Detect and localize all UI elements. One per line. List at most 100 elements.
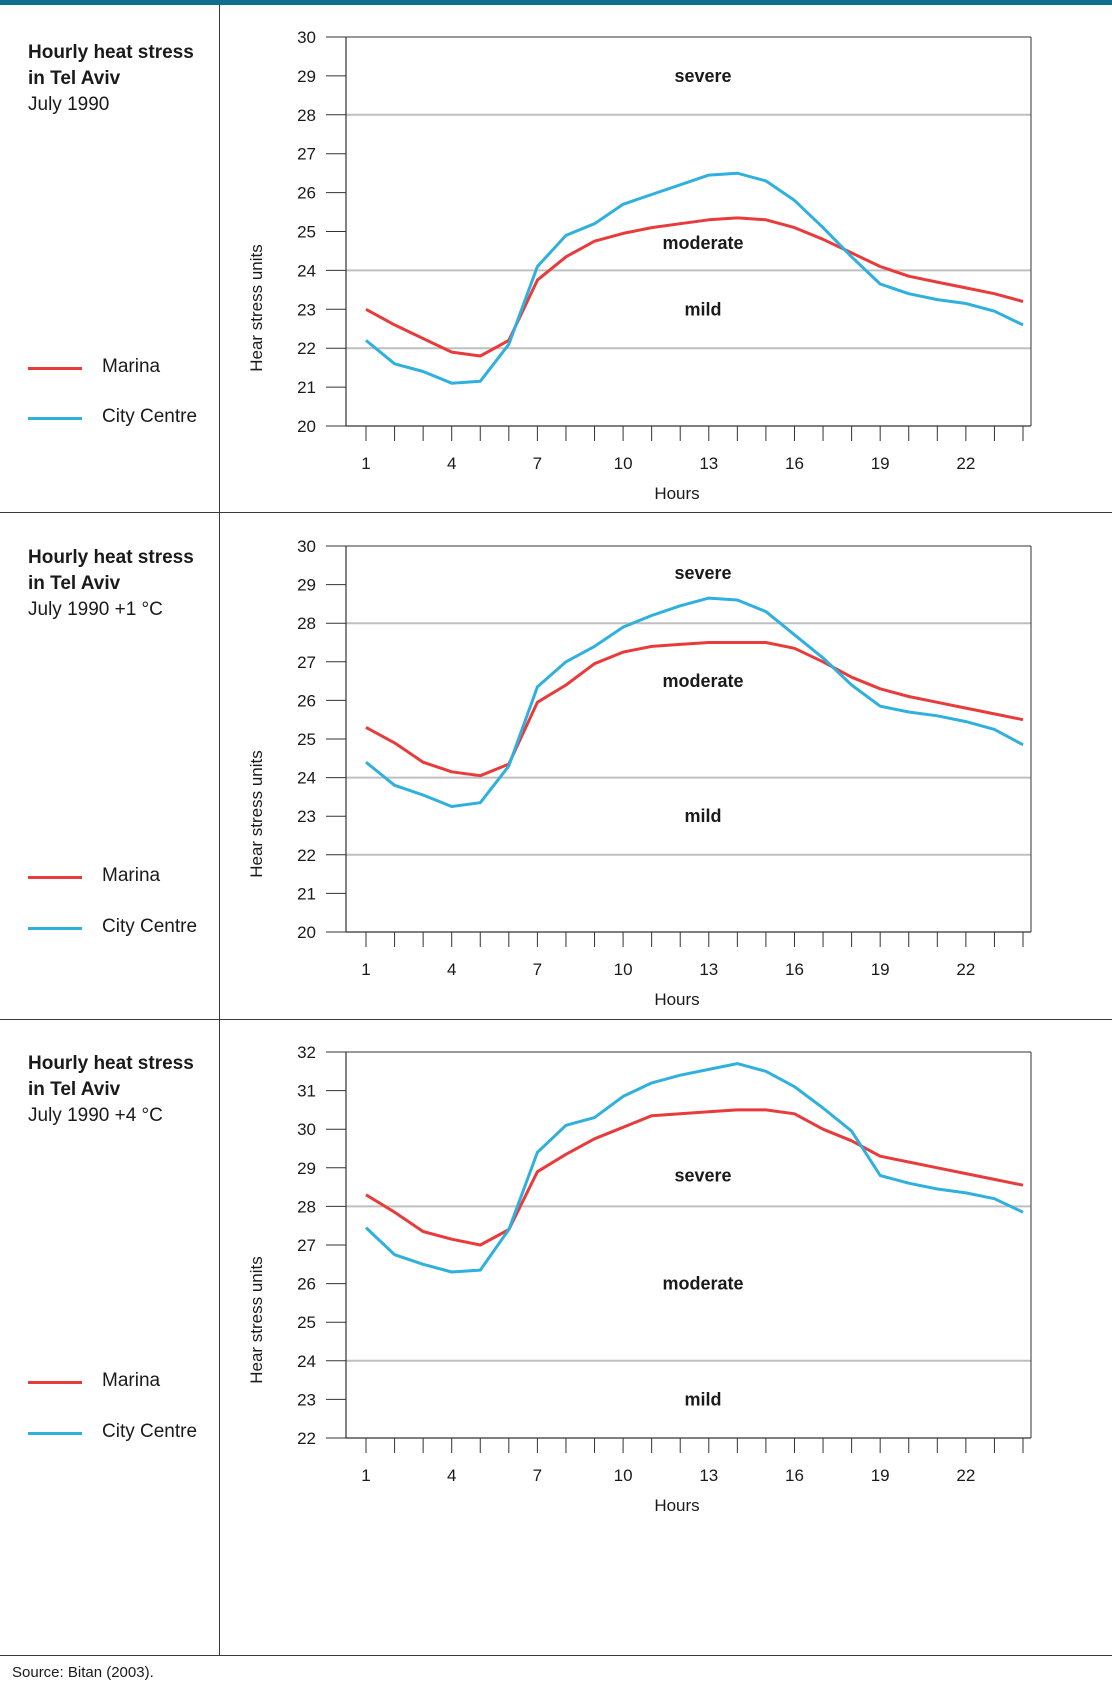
- zone-label-severe: severe: [674, 66, 731, 86]
- series-line-marina: [365, 641, 1024, 778]
- series-line-city-centre: [365, 596, 1024, 808]
- panel-2-subtitle: July 1990 +1 °C: [28, 599, 163, 620]
- series-line-marina: [365, 1108, 1024, 1247]
- x-tick-label: 19: [871, 454, 890, 473]
- panel-2-title-line1: Hourly heat stress: [28, 547, 194, 568]
- y-tick-label: 28: [297, 106, 316, 125]
- y-tick-label: 30: [297, 1120, 316, 1139]
- x-axis-label: Hours: [654, 990, 699, 1009]
- y-tick-label: 28: [297, 614, 316, 633]
- x-axis-label: Hours: [654, 1496, 699, 1515]
- y-tick-label: 27: [297, 145, 316, 164]
- panel-3-subtitle: July 1990 +4 °C: [28, 1105, 163, 1126]
- y-tick-label: 22: [297, 339, 316, 358]
- marina-swatch: [28, 1381, 82, 1384]
- y-tick-label: 26: [297, 184, 316, 203]
- y-tick-label: 30: [297, 28, 316, 47]
- zone-label-moderate: moderate: [662, 671, 743, 691]
- y-tick-label: 23: [297, 807, 316, 826]
- x-tick-label: 10: [614, 960, 633, 979]
- y-tick-label: 31: [297, 1082, 316, 1101]
- y-axis-label: Hear stress units: [247, 244, 266, 372]
- divider-source: [0, 1655, 1112, 1656]
- source-note: Source: Bitan (2003).: [12, 1664, 154, 1681]
- y-tick-label: 23: [297, 300, 316, 319]
- x-tick-label: 22: [956, 454, 975, 473]
- zone-label-moderate: moderate: [662, 1274, 743, 1294]
- zone-label-mild: mild: [684, 1389, 721, 1409]
- heat-stress-chart-plus-4c: severe moderate mild 22 23 24 25 26 27 28 29 30 31 32…: [247, 1043, 1032, 1515]
- y-tick-label: 24: [297, 769, 316, 788]
- legend-city-centre-label: City Centre: [102, 916, 198, 937]
- x-tick-label: 13: [699, 960, 718, 979]
- x-tick-label: 19: [871, 1466, 890, 1485]
- y-tick-label: 22: [297, 846, 316, 865]
- city-centre-swatch: [28, 417, 82, 420]
- y-tick-label: 20: [297, 923, 316, 942]
- y-tick-label: 25: [297, 223, 316, 242]
- y-tick-label: 29: [297, 576, 316, 595]
- y-tick-label: 28: [297, 1197, 316, 1216]
- panel-3-title-line2: in Tel Aviv: [28, 1079, 121, 1100]
- y-tick-label: 22: [297, 1429, 316, 1448]
- y-tick-label: 32: [297, 1043, 316, 1062]
- legend-city-centre-label: City Centre: [102, 406, 198, 427]
- legend-city-centre-label: City Centre: [102, 1421, 198, 1442]
- y-tick-label: 21: [297, 378, 316, 397]
- city-centre-swatch: [28, 1432, 82, 1435]
- y-tick-label: 20: [297, 417, 316, 436]
- panel-2-title-line2: in Tel Aviv: [28, 573, 121, 594]
- legend-marina-label: Marina: [102, 865, 161, 886]
- x-tick-label: 7: [533, 960, 542, 979]
- x-tick-label: 16: [785, 454, 804, 473]
- x-tick-label: 10: [614, 454, 633, 473]
- series-line-city-centre: [364, 1062, 1024, 1274]
- y-tick-label: 26: [297, 691, 316, 710]
- y-tick-label: 27: [297, 1236, 316, 1255]
- city-centre-swatch: [28, 927, 82, 930]
- panel-1-subtitle: July 1990: [28, 94, 110, 115]
- heat-stress-chart-baseline: severe moderate mild 20 21 22 23 24 25 26 27 28 29 30…: [247, 28, 1032, 503]
- series-line-city-centre: [365, 171, 1024, 385]
- x-tick-label: 22: [956, 960, 975, 979]
- panel-1-title-line2: in Tel Aviv: [28, 68, 121, 89]
- x-tick-label: 4: [447, 1466, 456, 1485]
- x-tick-label: 13: [699, 454, 718, 473]
- legend-marina-label: Marina: [102, 356, 161, 377]
- x-tick-label: 1: [361, 960, 370, 979]
- panel-1-title: Hourly heat stress in Tel Aviv July 1990: [28, 40, 228, 118]
- panel-3-title: Hourly heat stress in Tel Aviv July 1990…: [28, 1051, 228, 1129]
- legend-marina-label: Marina: [102, 1370, 161, 1391]
- zone-label-severe: severe: [674, 563, 731, 583]
- x-tick-label: 4: [447, 454, 456, 473]
- y-tick-label: 26: [297, 1275, 316, 1294]
- top-accent-bar: [0, 0, 1112, 5]
- y-tick-label: 30: [297, 537, 316, 556]
- x-tick-label: 7: [533, 1466, 542, 1485]
- panel-2-title: Hourly heat stress in Tel Aviv July 1990…: [28, 545, 228, 623]
- y-tick-label: 25: [297, 1313, 316, 1332]
- zone-label-severe: severe: [674, 1166, 731, 1186]
- x-tick-label: 4: [447, 960, 456, 979]
- y-tick-label: 25: [297, 730, 316, 749]
- panel-3-title-line1: Hourly heat stress: [28, 1053, 194, 1074]
- x-tick-label: 16: [785, 1466, 804, 1485]
- x-tick-label: 19: [871, 960, 890, 979]
- divider-row-2: [0, 1019, 1112, 1020]
- y-tick-label: 23: [297, 1390, 316, 1409]
- zone-label-mild: mild: [684, 299, 721, 319]
- y-axis-label: Hear stress units: [247, 1256, 266, 1384]
- zone-label-mild: mild: [684, 806, 721, 826]
- divider-row-1: [0, 512, 1112, 513]
- zone-label-moderate: moderate: [662, 233, 743, 253]
- x-tick-label: 22: [956, 1466, 975, 1485]
- y-tick-label: 29: [297, 67, 316, 86]
- x-tick-label: 1: [361, 454, 370, 473]
- x-tick-label: 10: [614, 1466, 633, 1485]
- y-tick-label: 29: [297, 1159, 316, 1178]
- y-tick-label: 24: [297, 261, 316, 280]
- y-tick-label: 21: [297, 884, 316, 903]
- marina-swatch: [28, 876, 82, 879]
- divider-vertical: [219, 5, 220, 1655]
- y-tick-label: 27: [297, 653, 316, 672]
